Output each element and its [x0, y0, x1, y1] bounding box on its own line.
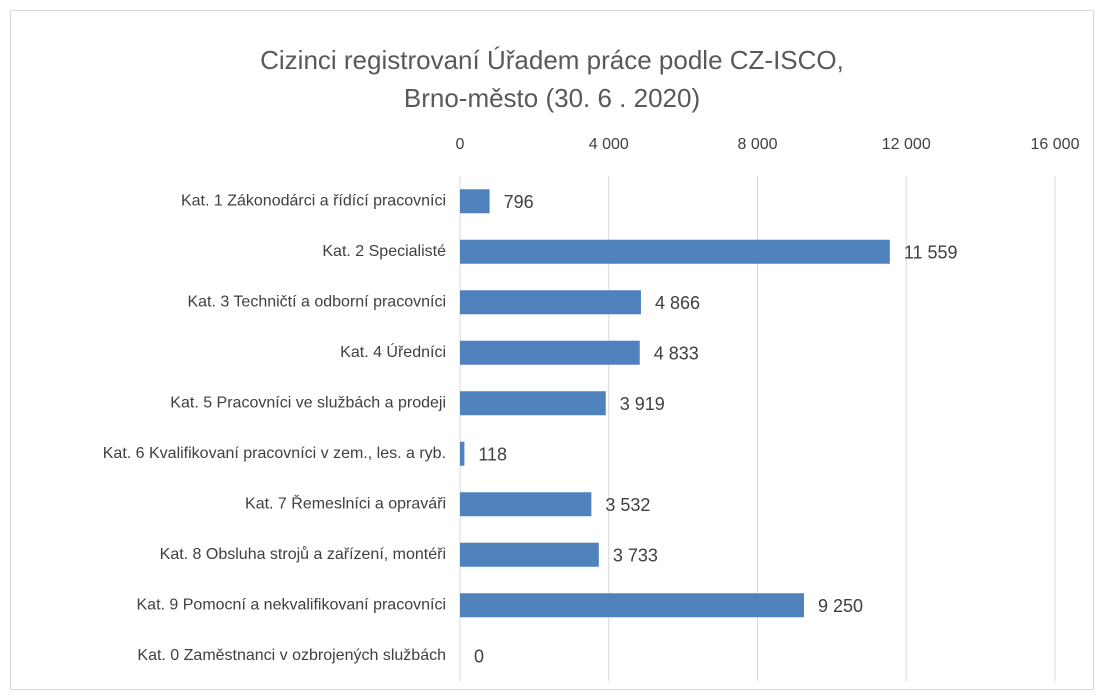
y-tick-label: Kat. 1 Zákonodárci a řídící pracovníci	[181, 192, 446, 209]
bar	[460, 542, 599, 567]
data-label: 11 559	[904, 243, 958, 263]
data-label: 3 532	[605, 495, 650, 515]
chart-title: Brno-město (30. 6 . 2020)	[404, 83, 700, 113]
y-tick-label: Kat. 9 Pomocní a nekvalifikovaní pracovn…	[137, 596, 447, 613]
y-tick-label: Kat. 5 Pracovníci ve službách a prodeji	[170, 394, 446, 411]
y-tick-label: Kat. 2 Specialisté	[322, 243, 446, 260]
x-tick-label: 16 000	[1031, 136, 1080, 153]
bar	[460, 189, 490, 214]
data-label: 796	[504, 192, 534, 212]
data-label: 4 866	[655, 293, 700, 313]
bar	[460, 290, 641, 315]
data-label: 118	[478, 445, 507, 465]
y-tick-label: Kat. 3 Techničtí a odborní pracovníci	[187, 293, 446, 310]
data-label: 3 919	[620, 394, 665, 414]
x-tick-label: 0	[456, 136, 465, 153]
y-tick-label: Kat. 8 Obsluha strojů a zařízení, montéř…	[160, 545, 446, 563]
bar	[460, 593, 804, 618]
x-tick-label: 4 000	[589, 136, 629, 153]
data-label: 3 733	[613, 546, 658, 566]
y-tick-label: Kat. 7 Řemeslníci a opraváři	[245, 493, 446, 512]
y-tick-label: Kat. 6 Kvalifikovaní pracovníci v zem., …	[103, 445, 446, 462]
chart-title: Cizinci registrovaní Úřadem práce podle …	[260, 45, 844, 75]
data-label: 4 833	[654, 344, 699, 364]
data-label: 0	[474, 647, 484, 667]
bar	[460, 239, 890, 264]
bar	[460, 441, 465, 466]
y-tick-label: Kat. 4 Úředníci	[340, 342, 446, 361]
x-tick-label: 8 000	[737, 136, 777, 153]
y-tick-label: Kat. 0 Zaměstnanci v ozbrojených službác…	[137, 647, 446, 664]
x-tick-label: 12 000	[882, 136, 931, 153]
bar	[460, 492, 592, 517]
bar	[460, 391, 606, 416]
bar	[460, 340, 640, 365]
data-label: 9 250	[818, 596, 863, 616]
